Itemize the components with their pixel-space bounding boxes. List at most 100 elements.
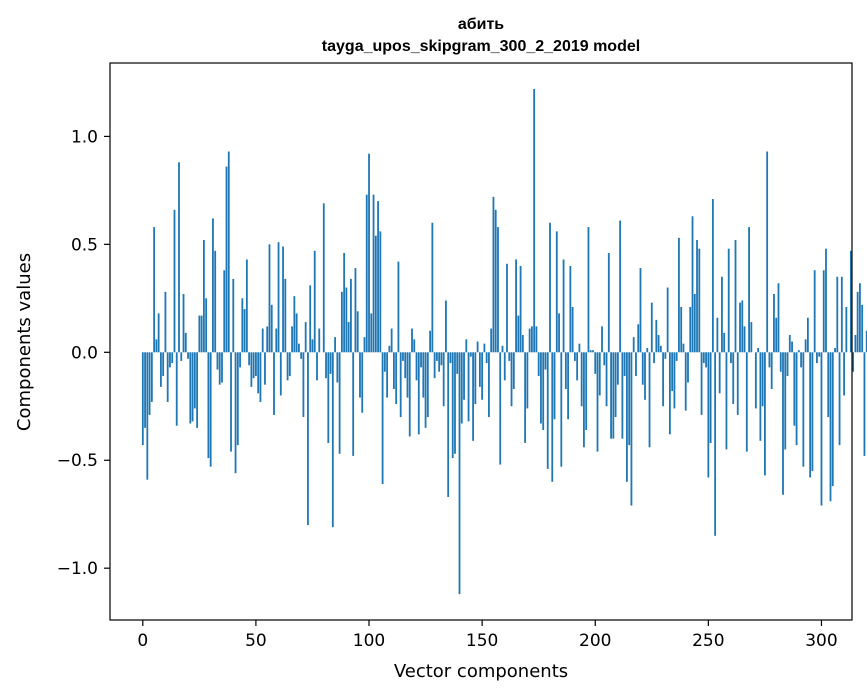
bar-102 [372, 194, 375, 353]
bar-50 [255, 352, 257, 377]
bar-193 [578, 343, 581, 353]
bar-19 [184, 332, 187, 353]
bar-225 [650, 302, 653, 353]
bar-188 [567, 352, 569, 420]
bar-131 [438, 352, 441, 372]
bar-88 [340, 291, 343, 353]
bar-283 [782, 352, 784, 495]
bar-76 [313, 250, 316, 353]
bar-20 [187, 352, 189, 359]
bar-298 [816, 352, 818, 364]
bar-78 [318, 328, 321, 353]
bar-239 [682, 343, 685, 353]
bar-153 [488, 352, 490, 418]
bar-41 [234, 352, 237, 474]
bar-319 [863, 352, 866, 456]
bar-187 [564, 352, 567, 389]
bar-223 [646, 347, 649, 353]
bar-152 [485, 352, 488, 364]
bar-273 [759, 352, 762, 441]
bar-113 [397, 261, 400, 353]
bar-247 [700, 352, 703, 415]
bar-28 [205, 298, 208, 353]
bar-318 [861, 304, 864, 353]
bar-82 [327, 352, 330, 443]
bar-274 [761, 352, 764, 407]
bar-216 [630, 352, 633, 506]
bar-279 [773, 294, 775, 353]
bar-132 [440, 352, 443, 366]
bar-51 [257, 352, 260, 394]
bar-190 [571, 306, 574, 353]
bar-96 [359, 352, 361, 398]
bar-125 [424, 352, 427, 428]
bar-198 [589, 350, 592, 353]
bar-186 [562, 259, 565, 353]
bar-315 [854, 335, 857, 353]
bar-2 [146, 352, 149, 480]
bar-271 [754, 352, 757, 409]
bar-316 [856, 291, 859, 353]
bar-304 [829, 352, 832, 502]
x-axis-label: Vector components [394, 661, 568, 682]
bar-138 [454, 352, 456, 454]
bar-309 [840, 276, 843, 353]
bar-11 [166, 352, 169, 402]
bar-300 [820, 352, 823, 506]
bar-310 [843, 352, 845, 396]
bar-297 [813, 270, 816, 353]
bar-62 [282, 246, 284, 353]
bar-93 [352, 352, 355, 456]
bar-182 [553, 352, 556, 420]
bar-55 [266, 326, 269, 353]
bar-241 [687, 352, 689, 383]
bar-208 [612, 352, 615, 439]
bar-60 [277, 242, 280, 353]
bar-320 [865, 330, 867, 353]
bar-215 [628, 352, 631, 446]
bar-135 [447, 352, 450, 497]
bar-61 [279, 352, 282, 396]
bar-227 [655, 319, 658, 353]
bar-306 [834, 347, 836, 353]
bar-246 [698, 248, 701, 353]
bar-108 [386, 352, 389, 398]
bar-120 [413, 339, 416, 353]
bar-34 [218, 352, 221, 385]
bar-97 [361, 352, 364, 413]
bar-296 [811, 352, 814, 472]
bar-107 [383, 352, 386, 372]
bar-157 [497, 227, 499, 353]
bar-257 [723, 332, 726, 353]
bar-121 [415, 352, 418, 381]
bar-262 [734, 240, 737, 353]
bar-235 [673, 352, 676, 409]
bar-220 [639, 268, 642, 353]
bar-269 [750, 322, 753, 353]
bar-314 [852, 352, 855, 372]
bar-184 [558, 313, 560, 353]
y-tick-label: 0.5 [71, 235, 98, 255]
bars-group [141, 88, 867, 595]
bar-307 [836, 276, 839, 353]
bar-95 [356, 311, 359, 353]
y-tick-label: −1.0 [57, 559, 98, 579]
bar-136 [449, 352, 452, 364]
bar-117 [406, 352, 409, 398]
bar-4 [150, 352, 153, 402]
bar-194 [580, 352, 583, 407]
bar-255 [718, 352, 721, 394]
bar-112 [395, 352, 398, 405]
y-tick-label: −0.5 [57, 451, 98, 471]
bar-72 [304, 322, 307, 353]
bar-237 [678, 237, 680, 353]
bar-110 [390, 328, 393, 353]
bar-92 [350, 278, 352, 353]
bar-154 [490, 328, 493, 353]
x-tick-label: 300 [805, 631, 837, 651]
bar-213 [623, 352, 626, 377]
bar-256 [721, 276, 723, 353]
bar-6 [155, 339, 158, 353]
bar-148 [476, 341, 479, 353]
